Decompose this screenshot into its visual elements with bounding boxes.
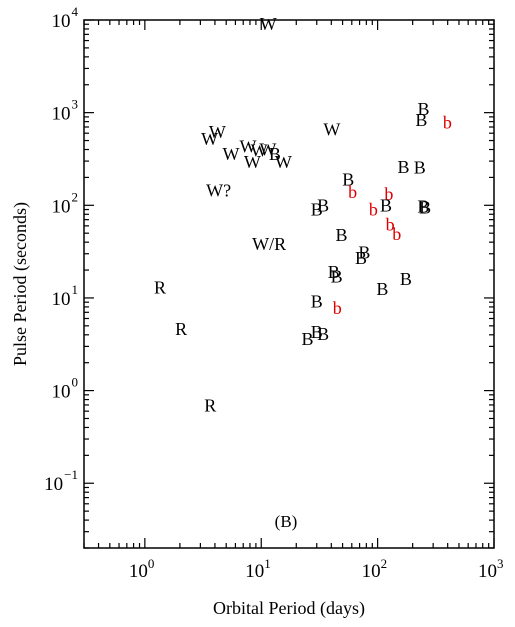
data-point-b: B	[302, 329, 314, 349]
y-tick-label: −110	[44, 467, 78, 495]
x-tick-label: 10 1	[245, 556, 271, 582]
data-point-w: W?	[206, 180, 231, 200]
x-tick-base: 10	[129, 561, 148, 582]
data-point-w: W	[275, 152, 292, 172]
y-tick-base: 10	[52, 104, 71, 125]
y-tick-label: 110	[52, 282, 79, 310]
y-axis-label: Pulse Period (seconds)	[10, 202, 31, 366]
data-point-b: B	[376, 279, 388, 299]
data-point-b: B	[400, 269, 412, 289]
data-point-red-b: b	[443, 113, 452, 133]
data-point-w: W	[323, 119, 340, 139]
data-point-b: B	[311, 291, 323, 311]
x-tick-exponent: 2	[381, 556, 388, 571]
x-tick-exponent: 3	[497, 556, 504, 571]
data-point-b: B	[419, 197, 431, 217]
x-tick-label: 10 2	[362, 556, 388, 582]
y-tick-label: 310	[52, 97, 79, 125]
y-tick-exponent: 4	[72, 4, 79, 19]
y-tick-label: 410	[52, 4, 79, 32]
data-point-b: B	[415, 110, 427, 130]
data-point-red-b: b	[386, 215, 395, 235]
data-point-red-b: b	[333, 298, 342, 318]
data-point-b: B	[317, 324, 329, 344]
x-axis-label: Orbital Period (days)	[213, 598, 365, 619]
y-tick-base: 10	[44, 474, 63, 495]
y-tick-exponent: 1	[72, 282, 79, 297]
y-tick-exponent: 0	[72, 375, 79, 390]
x-tick-exponent: 0	[148, 556, 155, 571]
data-point-b: B	[380, 195, 392, 215]
data-point-b: B	[311, 200, 323, 220]
data-point-b: B	[417, 197, 429, 217]
x-tick-label: 10 3	[478, 556, 504, 582]
data-point-red-b: b	[348, 182, 357, 202]
data-point-b: B	[342, 169, 354, 189]
data-point-r: R	[204, 396, 216, 416]
plot-frame	[83, 19, 495, 549]
data-point-b: B	[331, 267, 343, 287]
y-tick-exponent: 3	[72, 97, 79, 112]
data-point-b: B	[311, 322, 323, 342]
y-tick-base: 10	[52, 382, 71, 403]
data-point-b: B	[358, 242, 370, 262]
data-point-r: R	[175, 319, 187, 339]
ticks-layer	[83, 19, 495, 549]
data-point-b: B	[317, 195, 329, 215]
data-point-w: W	[251, 141, 268, 161]
y-tick-label: 010	[52, 375, 79, 403]
data-point-w: W	[223, 144, 240, 164]
x-tick-base: 10	[245, 561, 264, 582]
data-point-b: B	[336, 225, 348, 245]
y-tick-label: 210	[52, 189, 79, 217]
data-point-w: W	[259, 140, 276, 160]
data-point-r: R	[154, 277, 166, 297]
y-tick-base: 10	[52, 289, 71, 310]
y-tick-base: 10	[52, 11, 71, 32]
data-point-b: B	[269, 144, 281, 164]
data-point-red-b: b	[369, 200, 378, 220]
data-point-b: B	[418, 99, 430, 119]
data-point-w: W	[260, 14, 277, 34]
y-tick-exponent: −1	[64, 467, 78, 482]
y-tick-base: 10	[52, 196, 71, 217]
data-point-w: W	[244, 152, 261, 172]
data-point-w: W	[240, 137, 257, 157]
data-point-w: W	[201, 129, 218, 149]
data-point-b: B	[414, 158, 426, 178]
data-point-red-b: b	[384, 184, 393, 204]
x-tick-exponent: 1	[264, 556, 271, 571]
data-point-wr: W/R	[252, 234, 286, 254]
data-point-b: B	[398, 157, 410, 177]
data-point-red-b: b	[392, 224, 401, 244]
x-tick-base: 10	[478, 561, 497, 582]
y-tick-exponent: 2	[72, 189, 79, 204]
x-tick-base: 10	[362, 561, 381, 582]
x-tick-label: 10 0	[129, 556, 155, 582]
data-point-b: B	[328, 262, 340, 282]
data-point-b: B	[355, 248, 367, 268]
data-point-w: W	[209, 122, 226, 142]
panel-label: (B)	[275, 512, 298, 531]
